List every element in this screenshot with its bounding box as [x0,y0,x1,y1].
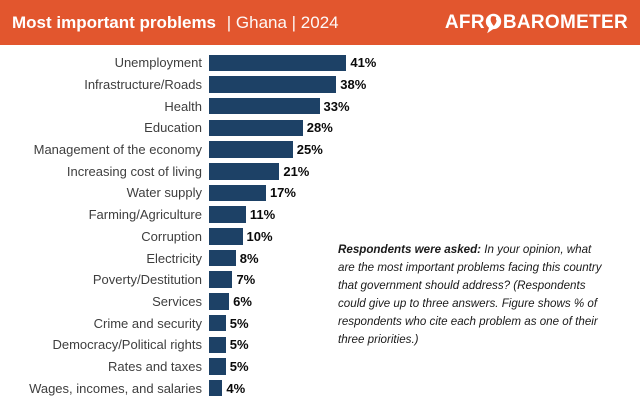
category-label: Increasing cost of living [66,163,202,179]
afrobarometer-logo: AFR BAROMETER [445,12,628,34]
survey-question-note-body: In your opinion, what are the most impor… [338,243,602,346]
survey-question-note: Respondents were asked: In your opinion,… [338,241,606,349]
bar [209,184,266,202]
chart-row: Services 6% [0,291,640,313]
bar [209,54,347,72]
value-label: 21% [283,163,310,179]
category-label: Water supply [126,185,202,201]
value-label: 5% [229,358,249,374]
page-title-subtitle: | Ghana | 2024 [226,12,339,32]
value-label: 28% [306,120,333,136]
value-label: 11% [249,207,276,223]
chart-row: Wages, incomes, and salaries 4% [0,377,640,399]
chart-row: Water supply 17% [0,182,640,204]
bar [209,358,226,375]
category-label: Rates and taxes [108,358,202,374]
value-label: 17% [269,185,296,201]
page-title: Most important problems | Ghana | 2024 [12,13,339,33]
bar [209,336,226,354]
chart-row: Electricity 8% [0,247,640,269]
bar [209,76,337,93]
bar [209,163,280,180]
value-label: 41% [350,55,377,71]
category-label: Infrastructure/Roads [84,77,202,93]
chart-row: Unemployment 41% [0,52,640,74]
bar-chart: Unemployment 41% Infrastructure/Roads 38% He… [0,45,640,399]
chart-row: Poverty/Destitution 7% [0,269,640,291]
value-label: 25% [296,142,323,158]
chart-row: Crime and security 5% [0,312,640,334]
bar [209,293,230,310]
logo-text-pre: AFR [444,11,485,33]
bar [209,119,303,137]
category-label: Education [144,120,202,136]
category-label: Electricity [146,250,202,266]
chart-row: Management of the economy 25% [0,139,640,161]
chart-row: Increasing cost of living 21% [0,160,640,182]
survey-question-note-lead: Respondents were asked: [338,243,482,256]
category-label: Crime and security [93,315,202,331]
category-label: Wages, incomes, and salaries [29,380,202,396]
category-label: Democracy/Political rights [52,337,202,353]
page-title-main: Most important problems [12,12,217,32]
value-label: 4% [226,380,246,396]
bar [209,206,246,223]
chart-row: Health 33% [0,95,640,117]
value-label: 7% [236,272,256,288]
bar [209,379,223,397]
value-label: 6% [233,293,252,309]
bar [209,314,226,332]
category-label: Unemployment [114,55,202,71]
category-label: Health [164,98,202,114]
category-label: Poverty/Destitution [92,272,202,288]
chart-row: Farming/Agriculture 11% [0,204,640,226]
chart-row: Corruption 10% [0,226,640,248]
category-label: Corruption [141,228,202,244]
bar [209,228,243,245]
afrobarometer-o-speech-bubble-icon [485,13,502,34]
chart-row: Rates and taxes 5% [0,356,640,378]
bar [209,249,236,267]
bar [209,97,320,115]
value-label: 10% [246,228,273,244]
chart-row: Democracy/Political rights 5% [0,334,640,356]
value-label: 33% [323,98,350,114]
value-label: 5% [229,337,249,353]
category-label: Management of the economy [33,142,202,158]
bar [209,141,293,158]
category-label: Services [152,293,202,309]
value-label: 38% [340,77,367,93]
chart-row: Infrastructure/Roads 38% [0,74,640,96]
logo-text-post: BAROMETER [502,11,628,33]
header-bar: Most important problems | Ghana | 2024 A… [0,0,640,45]
value-label: 8% [239,250,259,266]
category-label: Farming/Agriculture [88,207,202,223]
chart-row: Education 28% [0,117,640,139]
bar [209,271,233,288]
value-label: 5% [229,315,249,331]
